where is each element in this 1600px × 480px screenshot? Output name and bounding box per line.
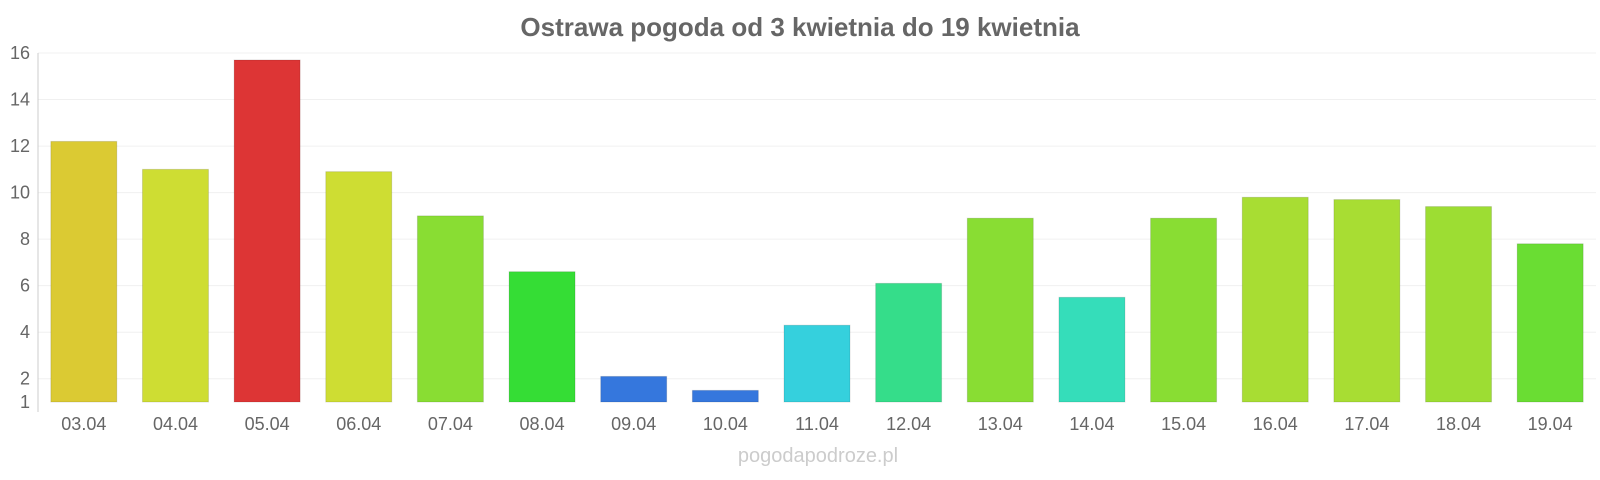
- bar-13.04: [966, 217, 1034, 403]
- bar-10.04: [691, 389, 759, 403]
- y-tick-label: 14: [10, 90, 30, 110]
- bar-19.04: [1516, 243, 1584, 403]
- bar-07.04: [416, 215, 484, 403]
- bar-09.04: [600, 375, 668, 403]
- bar-12.04: [875, 282, 943, 403]
- x-tick-label: 14.04: [1069, 414, 1114, 434]
- y-tick-label: 1: [20, 392, 30, 412]
- x-tick-label: 16.04: [1253, 414, 1298, 434]
- y-tick-label: 8: [20, 229, 30, 249]
- y-tick-label: 16: [10, 43, 30, 63]
- y-tick-label: 4: [20, 322, 30, 342]
- x-tick-label: 12.04: [886, 414, 931, 434]
- x-tick-label: 17.04: [1344, 414, 1389, 434]
- bar-05.04: [233, 59, 301, 403]
- y-tick-label: 10: [10, 183, 30, 203]
- x-tick-label: 15.04: [1161, 414, 1206, 434]
- x-tick-label: 19.04: [1528, 414, 1573, 434]
- y-tick-label: 6: [20, 276, 30, 296]
- x-axis-labels: 03.04 04.04 05.04 06.04 07.04 08.04 09.04 10.04…: [61, 414, 1572, 434]
- x-tick-label: 13.04: [978, 414, 1023, 434]
- x-tick-label: 08.04: [520, 414, 565, 434]
- y-tick-label: 12: [10, 136, 30, 156]
- x-tick-label: 05.04: [245, 414, 290, 434]
- bar-08.04: [508, 271, 576, 403]
- bar-18.04: [1425, 206, 1493, 403]
- bar-17.04: [1333, 199, 1401, 403]
- chart-title: Ostrawa pogoda od 3 kwietnia do 19 kwiet…: [520, 12, 1080, 42]
- x-tick-label: 06.04: [336, 414, 381, 434]
- y-tick-label: 2: [20, 369, 30, 389]
- x-tick-label: 11.04: [795, 414, 839, 434]
- x-tick-label: 03.04: [61, 414, 106, 434]
- bar-15.04: [1150, 217, 1218, 403]
- bar-04.04: [141, 168, 209, 403]
- watermark: pogodapodroze.pl: [738, 445, 898, 467]
- bar-16.04: [1241, 196, 1309, 403]
- bar-06.04: [325, 171, 393, 403]
- x-tick-label: 18.04: [1436, 414, 1481, 434]
- x-tick-label: 09.04: [611, 414, 656, 434]
- bar-03.04: [50, 140, 118, 403]
- x-tick-label: 04.04: [153, 414, 198, 434]
- bar-11.04: [783, 324, 851, 403]
- x-tick-label: 10.04: [703, 414, 748, 434]
- bar-14.04: [1058, 296, 1126, 403]
- x-tick-label: 07.04: [428, 414, 473, 434]
- bars: [50, 59, 1584, 403]
